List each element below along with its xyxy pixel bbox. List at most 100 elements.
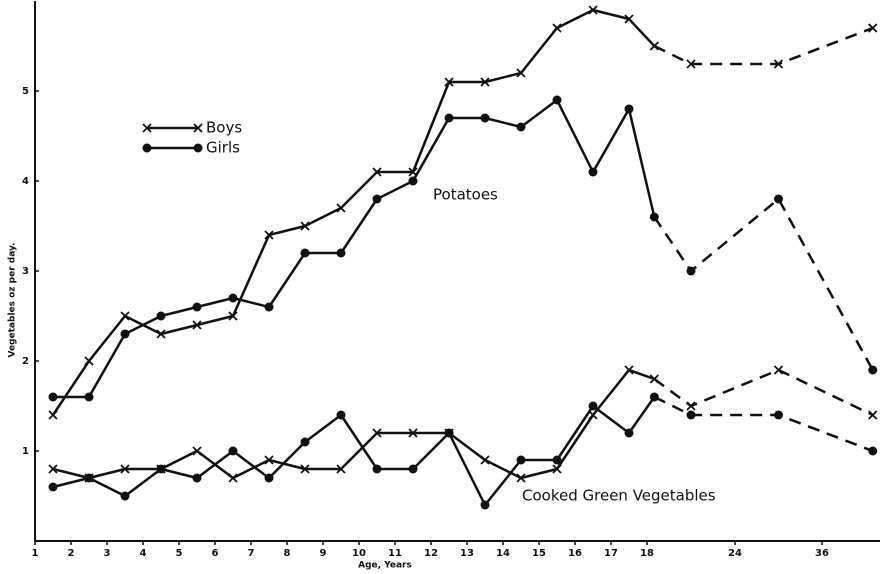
- marker-dot: [48, 392, 58, 402]
- marker-cross: [624, 365, 634, 375]
- series-line: [52, 368, 655, 480]
- marker-cross: [516, 68, 526, 78]
- marker-dot: [774, 410, 783, 420]
- legend-label: Girls: [206, 139, 240, 157]
- x-tick-label: 5: [176, 548, 183, 559]
- legend-marker: [193, 123, 203, 133]
- marker-cross: [300, 464, 310, 474]
- y-tick-label: 5: [22, 86, 29, 97]
- series-line: [653, 197, 874, 371]
- marker-dot: [868, 365, 878, 375]
- marker-dot: [624, 104, 634, 114]
- marker-dot: [228, 446, 238, 456]
- marker-cross: [120, 464, 130, 474]
- marker-cross: [84, 356, 94, 366]
- marker-dot: [686, 266, 696, 276]
- marker-dot: [372, 464, 382, 474]
- x-tick-label: 14: [496, 548, 510, 559]
- marker-cross: [300, 221, 310, 231]
- marker-dot: [300, 437, 310, 447]
- marker-cross: [552, 23, 562, 33]
- marker-dot: [588, 401, 598, 411]
- marker-dot: [156, 311, 166, 321]
- marker-cross: [588, 410, 598, 420]
- marker-dot: [686, 410, 696, 420]
- marker-cross: [588, 5, 598, 15]
- x-tick-label: 36: [815, 548, 829, 559]
- marker-dot: [868, 446, 878, 456]
- marker-dot: [264, 473, 274, 483]
- x-tick-label: 13: [460, 548, 474, 559]
- marker-cross: [264, 455, 274, 465]
- marker-cross: [372, 167, 382, 177]
- marker-cross: [516, 473, 526, 483]
- x-tick-label: 15: [532, 548, 546, 559]
- marker-cross: [444, 77, 454, 87]
- marker-cross: [192, 446, 202, 456]
- marker-dot: [84, 392, 94, 402]
- marker-dot: [120, 491, 130, 501]
- annotation: Potatoes: [433, 186, 498, 204]
- marker-cross: [686, 401, 696, 411]
- marker-cross: [228, 473, 238, 483]
- series-line: [51, 8, 656, 416]
- y-tick-label: 2: [22, 356, 29, 367]
- series-line: [653, 368, 874, 417]
- marker-dot: [649, 212, 659, 222]
- marker-dot: [516, 455, 526, 465]
- marker-dot: [516, 122, 526, 132]
- y-axis-label: Vegetables oz per day.: [8, 243, 18, 358]
- marker-cross: [552, 464, 562, 474]
- marker-cross: [48, 464, 58, 474]
- marker-cross: [868, 23, 878, 33]
- annotation: Cooked Green Vegetables: [522, 487, 716, 505]
- marker-dot: [228, 293, 238, 303]
- marker-dot: [444, 428, 454, 438]
- marker-dot: [264, 302, 274, 312]
- marker-dot: [372, 194, 382, 204]
- x-tick-label: 7: [248, 548, 255, 559]
- marker-cross: [480, 455, 490, 465]
- marker-dot: [192, 302, 202, 312]
- marker-dot: [300, 248, 310, 258]
- x-tick-label: 6: [212, 548, 219, 559]
- series-line: [53, 98, 656, 399]
- marker-cross: [156, 329, 166, 339]
- series-line: [653, 26, 874, 66]
- x-tick-label: 12: [424, 548, 438, 559]
- marker-dot: [649, 392, 659, 402]
- marker-dot: [774, 194, 783, 204]
- series-line: [52, 396, 656, 507]
- legend-label: Boys: [206, 119, 242, 137]
- marker-dot: [156, 464, 166, 474]
- marker-cross: [624, 14, 634, 24]
- marker-cross: [649, 41, 659, 51]
- x-tick-label: 11: [388, 548, 402, 559]
- marker-dot: [408, 464, 418, 474]
- marker-cross: [336, 464, 346, 474]
- x-tick-label: 10: [352, 548, 366, 559]
- marker-dot: [624, 428, 634, 438]
- marker-dot: [444, 113, 454, 123]
- marker-dot: [552, 95, 562, 105]
- marker-dot: [48, 482, 58, 492]
- marker-cross: [264, 230, 274, 240]
- marker-dot: [588, 167, 598, 177]
- legend-marker: [193, 143, 203, 153]
- y-tick-label: 4: [22, 176, 29, 187]
- x-tick-label: 4: [140, 548, 147, 559]
- marker-cross: [480, 77, 490, 87]
- marker-cross: [120, 311, 130, 321]
- legend-marker: [142, 123, 152, 133]
- x-tick-label: 2: [68, 548, 75, 559]
- x-tick-label: 24: [728, 548, 742, 559]
- marker-cross: [686, 59, 696, 69]
- x-tick-label: 9: [320, 548, 327, 559]
- marker-cross: [773, 59, 784, 69]
- marker-cross: [48, 410, 58, 420]
- marker-dot: [552, 455, 562, 465]
- legend-marker: [142, 143, 152, 153]
- marker-cross: [649, 374, 659, 384]
